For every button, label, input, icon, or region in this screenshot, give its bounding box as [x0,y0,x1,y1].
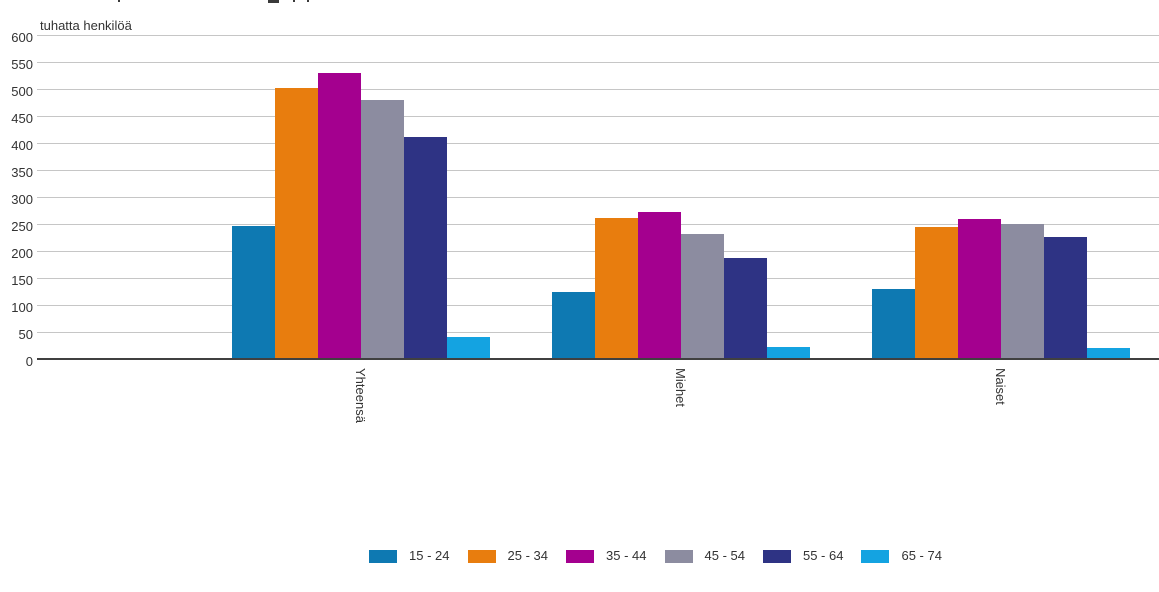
legend-label: 45 - 54 [704,548,745,563]
clipped-title-fragment [118,0,120,2]
clipped-title-fragment [293,0,295,2]
gridline [37,170,1159,171]
legend-swatch [566,549,595,563]
legend-swatch [467,549,496,563]
y-tick-label: 250 [11,219,33,234]
gridline [37,143,1159,144]
y-tick-label: 100 [11,300,33,315]
bar-55-64-yhteensä [404,137,447,358]
legend-swatch [664,549,693,563]
y-tick-label: 500 [11,84,33,99]
bar-15-24-yhteensä [232,226,275,358]
legend-item: 25 - 34 [467,548,549,564]
y-axis-unit-label: tuhatta henkilöä [40,18,132,33]
legend-item: 15 - 24 [369,548,450,564]
legend-item: 55 - 64 [762,548,844,564]
bar-25-34-miehet [595,218,638,358]
bar-45-54-miehet [681,234,724,358]
legend-item: 35 - 44 [566,548,647,564]
y-tick-label: 400 [11,138,33,153]
bar-25-34-yhteensä [275,88,318,358]
bar-15-24-naiset [872,289,915,358]
bar-35-44-miehet [638,212,681,358]
bar-55-64-naiset [1044,237,1087,358]
bar-65-74-naiset [1087,348,1130,358]
legend-swatch [762,549,791,563]
y-tick-label: 150 [11,273,33,288]
gridline [37,62,1159,63]
gridline [37,116,1159,117]
gridline [37,89,1159,90]
legend: 15 - 24 25 - 34 35 - 44 45 - 54 55 - 64 65 - … [76,548,1159,564]
plot-area [37,35,1159,360]
y-tick-label: 200 [11,246,33,261]
x-category-label: Miehet [673,368,688,408]
bar-25-34-naiset [915,227,958,358]
bar-55-64-miehet [724,258,767,358]
gridline [37,197,1159,198]
clipped-title-fragment [268,0,279,3]
bar-35-44-yhteensä [318,73,361,358]
x-axis-line [37,358,1159,360]
x-category-label: Yhteensä [353,368,368,423]
legend-label: 15 - 24 [409,548,450,563]
bar-65-74-yhteensä [447,337,490,358]
legend-item: 65 - 74 [861,548,942,564]
bar-65-74-miehet [767,347,810,358]
gridline [37,35,1159,36]
y-tick-label: 450 [11,111,33,126]
legend-label: 35 - 44 [606,548,647,563]
y-tick-label: 300 [11,192,33,207]
legend-label: 25 - 34 [507,548,549,563]
bar-15-24-miehet [552,292,595,358]
bar-35-44-naiset [958,219,1001,358]
y-tick-label: 0 [25,354,33,369]
bar-45-54-yhteensä [361,100,404,358]
x-category-label: Naiset [993,368,1008,405]
bar-45-54-naiset [1001,224,1044,358]
legend-label: 65 - 74 [901,548,942,563]
legend-swatch [861,549,890,563]
y-tick-label: 350 [11,165,33,180]
legend-swatch [369,549,398,563]
legend-label: 55 - 64 [802,548,844,563]
clipped-title-fragment [307,0,309,2]
y-tick-label: 50 [18,327,33,342]
y-tick-label: 600 [11,30,33,45]
legend-item: 45 - 54 [664,548,745,564]
y-tick-label: 550 [11,57,33,72]
